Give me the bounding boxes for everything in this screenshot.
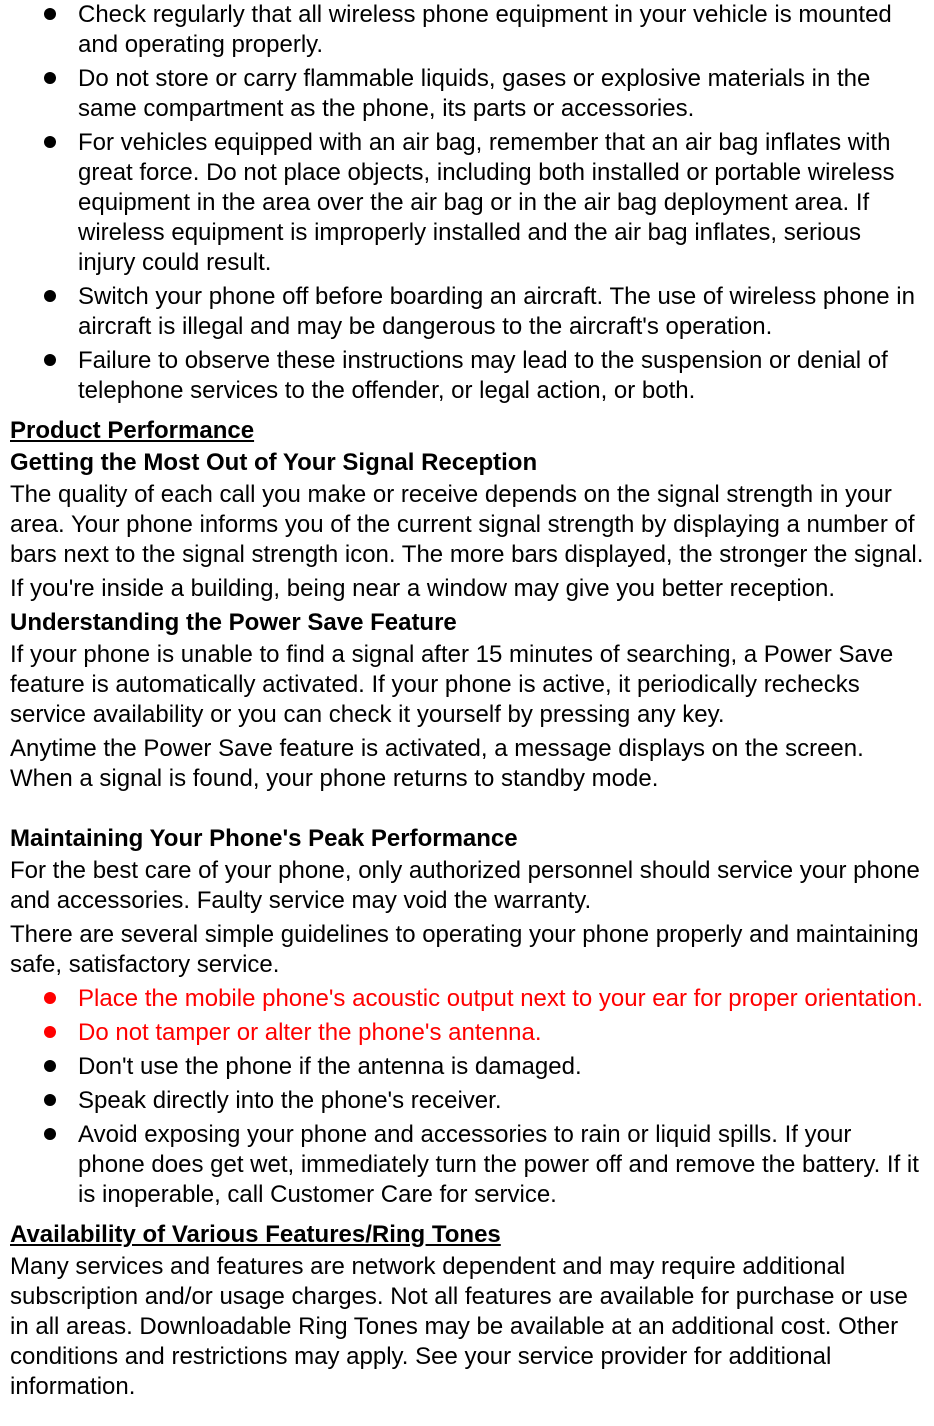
spacer — [10, 798, 924, 822]
section-heading-product-performance: Product Performance — [10, 416, 924, 446]
bullet-icon — [44, 1128, 56, 1140]
bullet-icon — [44, 136, 56, 148]
bullet-text: Check regularly that all wireless phone … — [78, 1, 892, 58]
bullet-text: Speak directly into the phone's receiver… — [78, 1087, 502, 1114]
list-item: Avoid exposing your phone and accessorie… — [10, 1120, 924, 1210]
top-bullet-list: Check regularly that all wireless phone … — [10, 0, 924, 406]
paragraph: If your phone is unable to find a signal… — [10, 640, 924, 730]
paragraph: The quality of each call you make or rec… — [10, 480, 924, 570]
bullet-icon — [44, 290, 56, 302]
paragraph: For the best care of your phone, only au… — [10, 856, 924, 916]
bullet-text: Do not tamper or alter the phone's anten… — [78, 1019, 542, 1046]
paragraph: Anytime the Power Save feature is activa… — [10, 734, 924, 794]
paragraph: Many services and features are network d… — [10, 1252, 924, 1402]
bullet-text: Avoid exposing your phone and accessorie… — [78, 1121, 919, 1208]
bullet-text: Place the mobile phone's acoustic output… — [78, 985, 923, 1012]
list-item: Check regularly that all wireless phone … — [10, 0, 924, 60]
bullet-icon — [44, 8, 56, 20]
bullet-text: Failure to observe these instructions ma… — [78, 347, 888, 404]
sub-heading-signal-reception: Getting the Most Out of Your Signal Rece… — [10, 448, 924, 478]
list-item: Switch your phone off before boarding an… — [10, 282, 924, 342]
list-item: For vehicles equipped with an air bag, r… — [10, 128, 924, 278]
bullet-icon — [44, 992, 56, 1004]
sub-heading-power-save: Understanding the Power Save Feature — [10, 608, 924, 638]
bullet-icon — [44, 1026, 56, 1038]
document-page: Check regularly that all wireless phone … — [0, 0, 934, 1426]
bullet-icon — [44, 1094, 56, 1106]
section-heading-availability: Availability of Various Features/Ring To… — [10, 1220, 924, 1250]
bullet-text: Do not store or carry flammable liquids,… — [78, 65, 870, 122]
paragraph: If you're inside a building, being near … — [10, 574, 924, 604]
list-item: Don't use the phone if the antenna is da… — [10, 1052, 924, 1082]
list-item: Speak directly into the phone's receiver… — [10, 1086, 924, 1116]
sub-heading-peak-performance: Maintaining Your Phone's Peak Performanc… — [10, 824, 924, 854]
paragraph: There are several simple guidelines to o… — [10, 920, 924, 980]
bullet-icon — [44, 1060, 56, 1072]
bullet-text: Don't use the phone if the antenna is da… — [78, 1053, 582, 1080]
bullet-text: Switch your phone off before boarding an… — [78, 283, 915, 340]
list-item: Failure to observe these instructions ma… — [10, 346, 924, 406]
bullet-text: For vehicles equipped with an air bag, r… — [78, 129, 894, 276]
peak-performance-bullet-list: Place the mobile phone's acoustic output… — [10, 984, 924, 1210]
list-item: Do not store or carry flammable liquids,… — [10, 64, 924, 124]
bullet-icon — [44, 72, 56, 84]
bullet-icon — [44, 354, 56, 366]
list-item: Do not tamper or alter the phone's anten… — [10, 1018, 924, 1048]
list-item: Place the mobile phone's acoustic output… — [10, 984, 924, 1014]
